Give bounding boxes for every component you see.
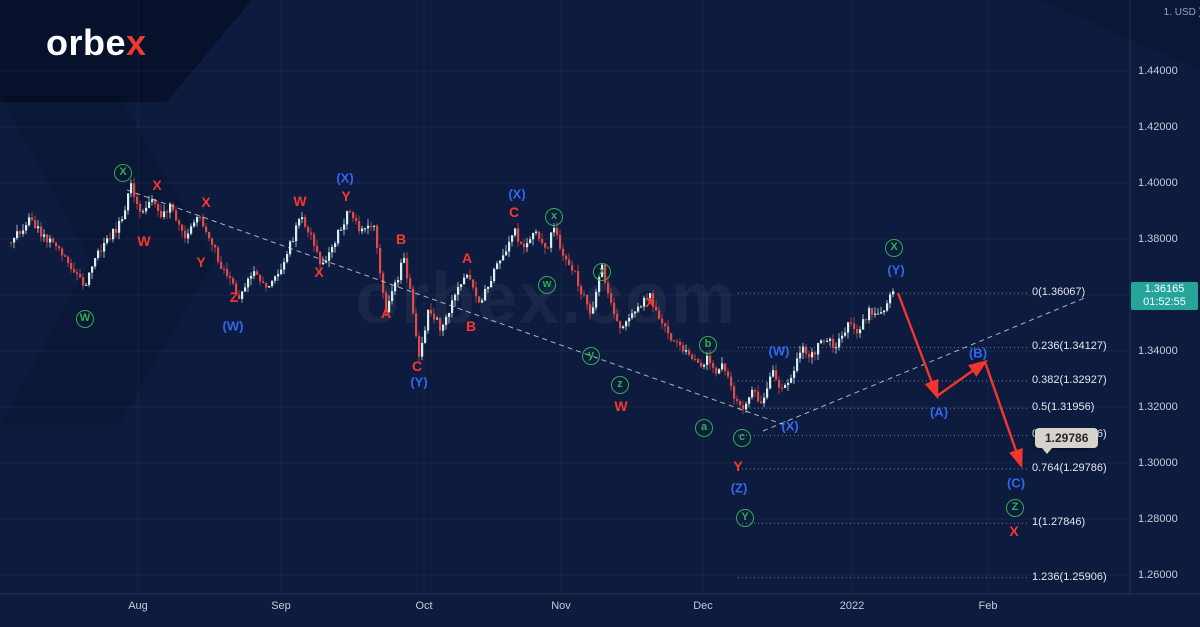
fibonacci-level-lines [738, 292, 1028, 579]
orbex-watermark: orbex.com [355, 259, 738, 339]
orbex-logo: orbex [46, 22, 147, 64]
logo-x-accent: x [126, 22, 147, 63]
current-price-badge: 1.36165 01:52:55 [1131, 282, 1198, 310]
price-tooltip: 1.29786 [1035, 428, 1099, 454]
symbol-info: 1. USD ) [1163, 7, 1200, 18]
logo-text: orbe [46, 22, 127, 63]
candles-group [10, 177, 895, 415]
countdown-timer: 01:52:55 [1143, 296, 1186, 308]
gridlines [0, 0, 1200, 595]
current-price: 1.36165 [1144, 283, 1185, 295]
forecast-arrows [896, 292, 1023, 469]
dashed-trendlines [126, 189, 1088, 432]
